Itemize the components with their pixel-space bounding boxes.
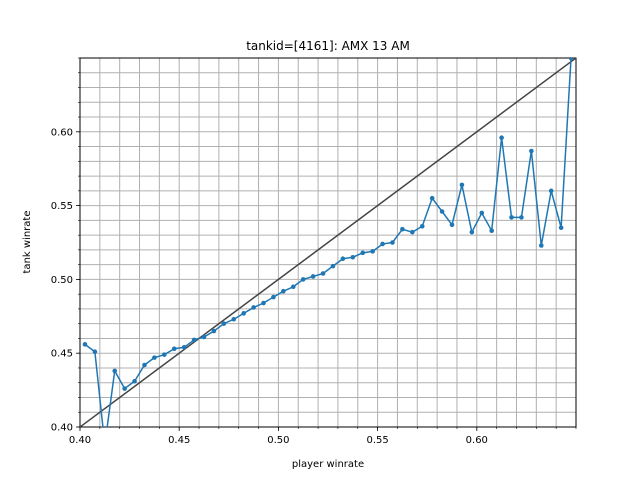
data-point bbox=[152, 355, 157, 360]
data-point bbox=[171, 346, 177, 352]
data-point bbox=[469, 229, 475, 235]
data-point bbox=[122, 386, 127, 391]
y-tick-label: 0.50 bbox=[51, 275, 73, 286]
y-tick-label: 0.55 bbox=[51, 201, 73, 212]
data-point bbox=[290, 284, 296, 290]
x-tick-label: 0.45 bbox=[168, 435, 190, 446]
axis-ticks: 0.40 0.45 0.50 0.55 0.60 0.40 0.45 0.50 0.55 0.60 bbox=[51, 57, 577, 446]
data-point bbox=[162, 352, 167, 357]
y-tick-label: 0.45 bbox=[51, 349, 73, 360]
data-point bbox=[370, 249, 375, 254]
y-tick-label: 0.60 bbox=[51, 127, 73, 138]
chart-title: tankid=[4161]: AMX 13 AM bbox=[246, 39, 410, 53]
y-axis-label: tank winrate bbox=[22, 211, 33, 274]
data-point bbox=[529, 148, 534, 154]
data-point bbox=[82, 342, 88, 347]
data-point bbox=[410, 229, 415, 235]
plot-area bbox=[79, 57, 577, 428]
x-axis-label: player winrate bbox=[292, 459, 364, 470]
data-point bbox=[449, 222, 455, 228]
data-point bbox=[350, 254, 356, 260]
data-point bbox=[429, 195, 435, 201]
data-point bbox=[201, 334, 207, 340]
data-point bbox=[92, 349, 98, 355]
data-point bbox=[132, 378, 137, 384]
x-tick-label: 0.50 bbox=[267, 435, 289, 446]
x-tick-label: 0.55 bbox=[366, 435, 388, 446]
data-point bbox=[191, 337, 197, 343]
plot-content bbox=[80, 58, 576, 447]
data-point bbox=[568, 58, 574, 61]
data-point bbox=[489, 228, 494, 233]
grid-lines bbox=[79, 57, 577, 428]
data-point bbox=[509, 215, 514, 220]
data-point bbox=[439, 209, 445, 214]
data-point bbox=[340, 256, 346, 262]
data-point bbox=[380, 241, 385, 247]
x-tick-label: 0.40 bbox=[69, 435, 91, 446]
data-point bbox=[459, 182, 465, 188]
data-point bbox=[558, 225, 564, 231]
data-point bbox=[231, 316, 237, 322]
data-point bbox=[251, 305, 256, 310]
data-point bbox=[419, 223, 425, 229]
data-point bbox=[479, 210, 485, 216]
data-point bbox=[519, 215, 524, 220]
data-point bbox=[241, 311, 246, 316]
data-point bbox=[499, 135, 504, 141]
data-point bbox=[103, 442, 108, 447]
data-point bbox=[281, 288, 286, 294]
x-tick-label: 0.60 bbox=[466, 435, 488, 446]
data-point bbox=[271, 294, 276, 300]
reference-line bbox=[80, 58, 576, 427]
data-point bbox=[181, 344, 187, 350]
data-point bbox=[548, 188, 554, 194]
data-point bbox=[330, 263, 336, 269]
y-tick-label: 0.40 bbox=[51, 423, 73, 434]
data-point bbox=[211, 328, 217, 334]
data-point bbox=[390, 240, 395, 245]
data-point bbox=[310, 274, 316, 279]
data-point bbox=[360, 250, 366, 256]
data-point bbox=[320, 271, 326, 276]
data-point bbox=[221, 321, 227, 326]
data-point bbox=[112, 368, 118, 374]
data-point bbox=[400, 226, 405, 232]
data-point bbox=[538, 243, 544, 248]
data-point bbox=[142, 362, 147, 368]
data-point bbox=[300, 277, 306, 282]
data-point bbox=[261, 300, 266, 306]
